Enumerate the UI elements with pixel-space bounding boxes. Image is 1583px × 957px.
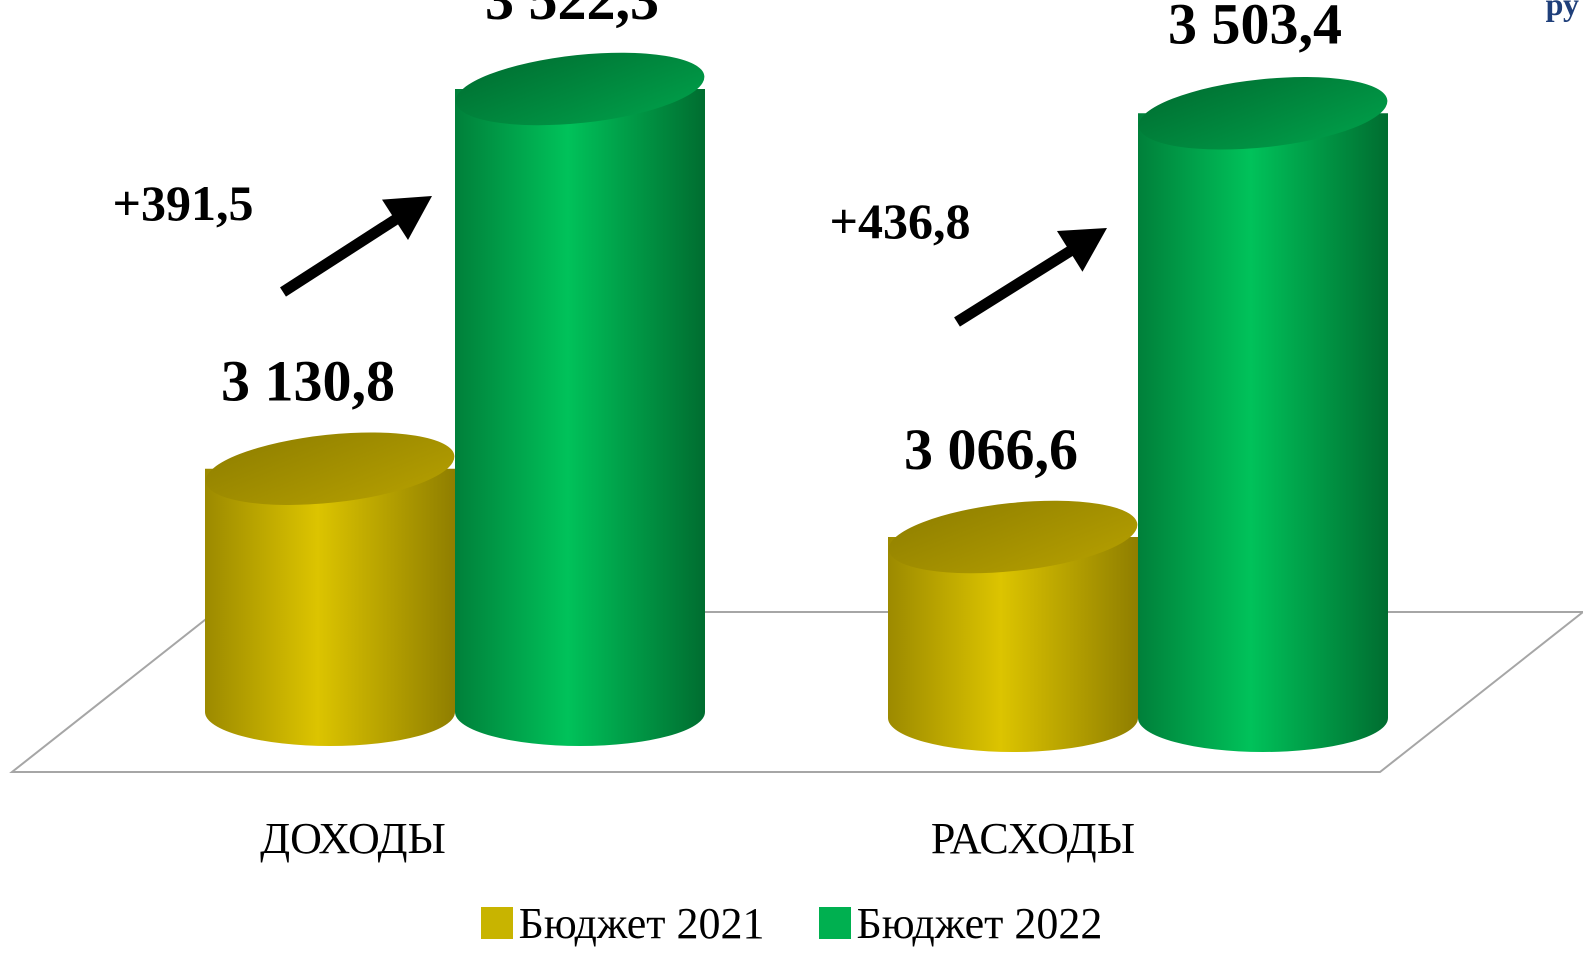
legend-item-2022: Бюджет 2022 [818,898,1103,949]
increase-annotation-income: +391,5 [113,175,254,231]
bar-2021-expenses [888,536,1138,752]
legend-item-2021: Бюджет 2021 [480,898,765,949]
bar-2022-expenses [1138,113,1388,752]
value-label-2021-income: 3 130,8 [221,349,395,414]
bar-top-2022-income [455,52,705,126]
bar-top-2022-expenses [1138,77,1388,150]
legend-label-2021: Бюджет 2021 [518,898,765,948]
category-label-income: ДОХОДЫ [260,814,446,863]
bar-2022-income [455,88,705,747]
bar-top-2021-income [205,432,455,505]
value-label-2022-expenses: 3 503,4 [1168,0,1342,56]
increase-arrow-head-income [382,196,432,241]
legend: Бюджет 2021 Бюджет 2022 [0,895,1583,951]
increase-arrow-shaft-expenses [954,237,1088,327]
value-label-2021-expenses: 3 066,6 [904,417,1078,482]
legend-label-2022: Бюджет 2022 [856,898,1103,948]
category-label-expenses: РАСХОДЫ [931,814,1135,863]
bar-2021-income [205,468,455,746]
increase-annotation-expenses: +436,8 [830,193,971,249]
increase-arrow-head-expenses [1056,228,1107,272]
legend-swatch-2021 [480,907,513,939]
arrows-layer [280,196,1107,327]
value-label-2022-income: 3 522,3 [485,0,659,32]
legend-swatch-2022 [818,907,851,939]
bars-layer [205,52,1388,752]
corner-text-fragment: ру [1545,0,1579,22]
bar-top-2021-expenses [888,500,1138,574]
increase-arrow-shaft-income [280,205,414,297]
labels-layer: 3 130,8 3 522,3 ДОХОДЫ +391,5 3 066,6 3 503,4… [113,0,1343,863]
